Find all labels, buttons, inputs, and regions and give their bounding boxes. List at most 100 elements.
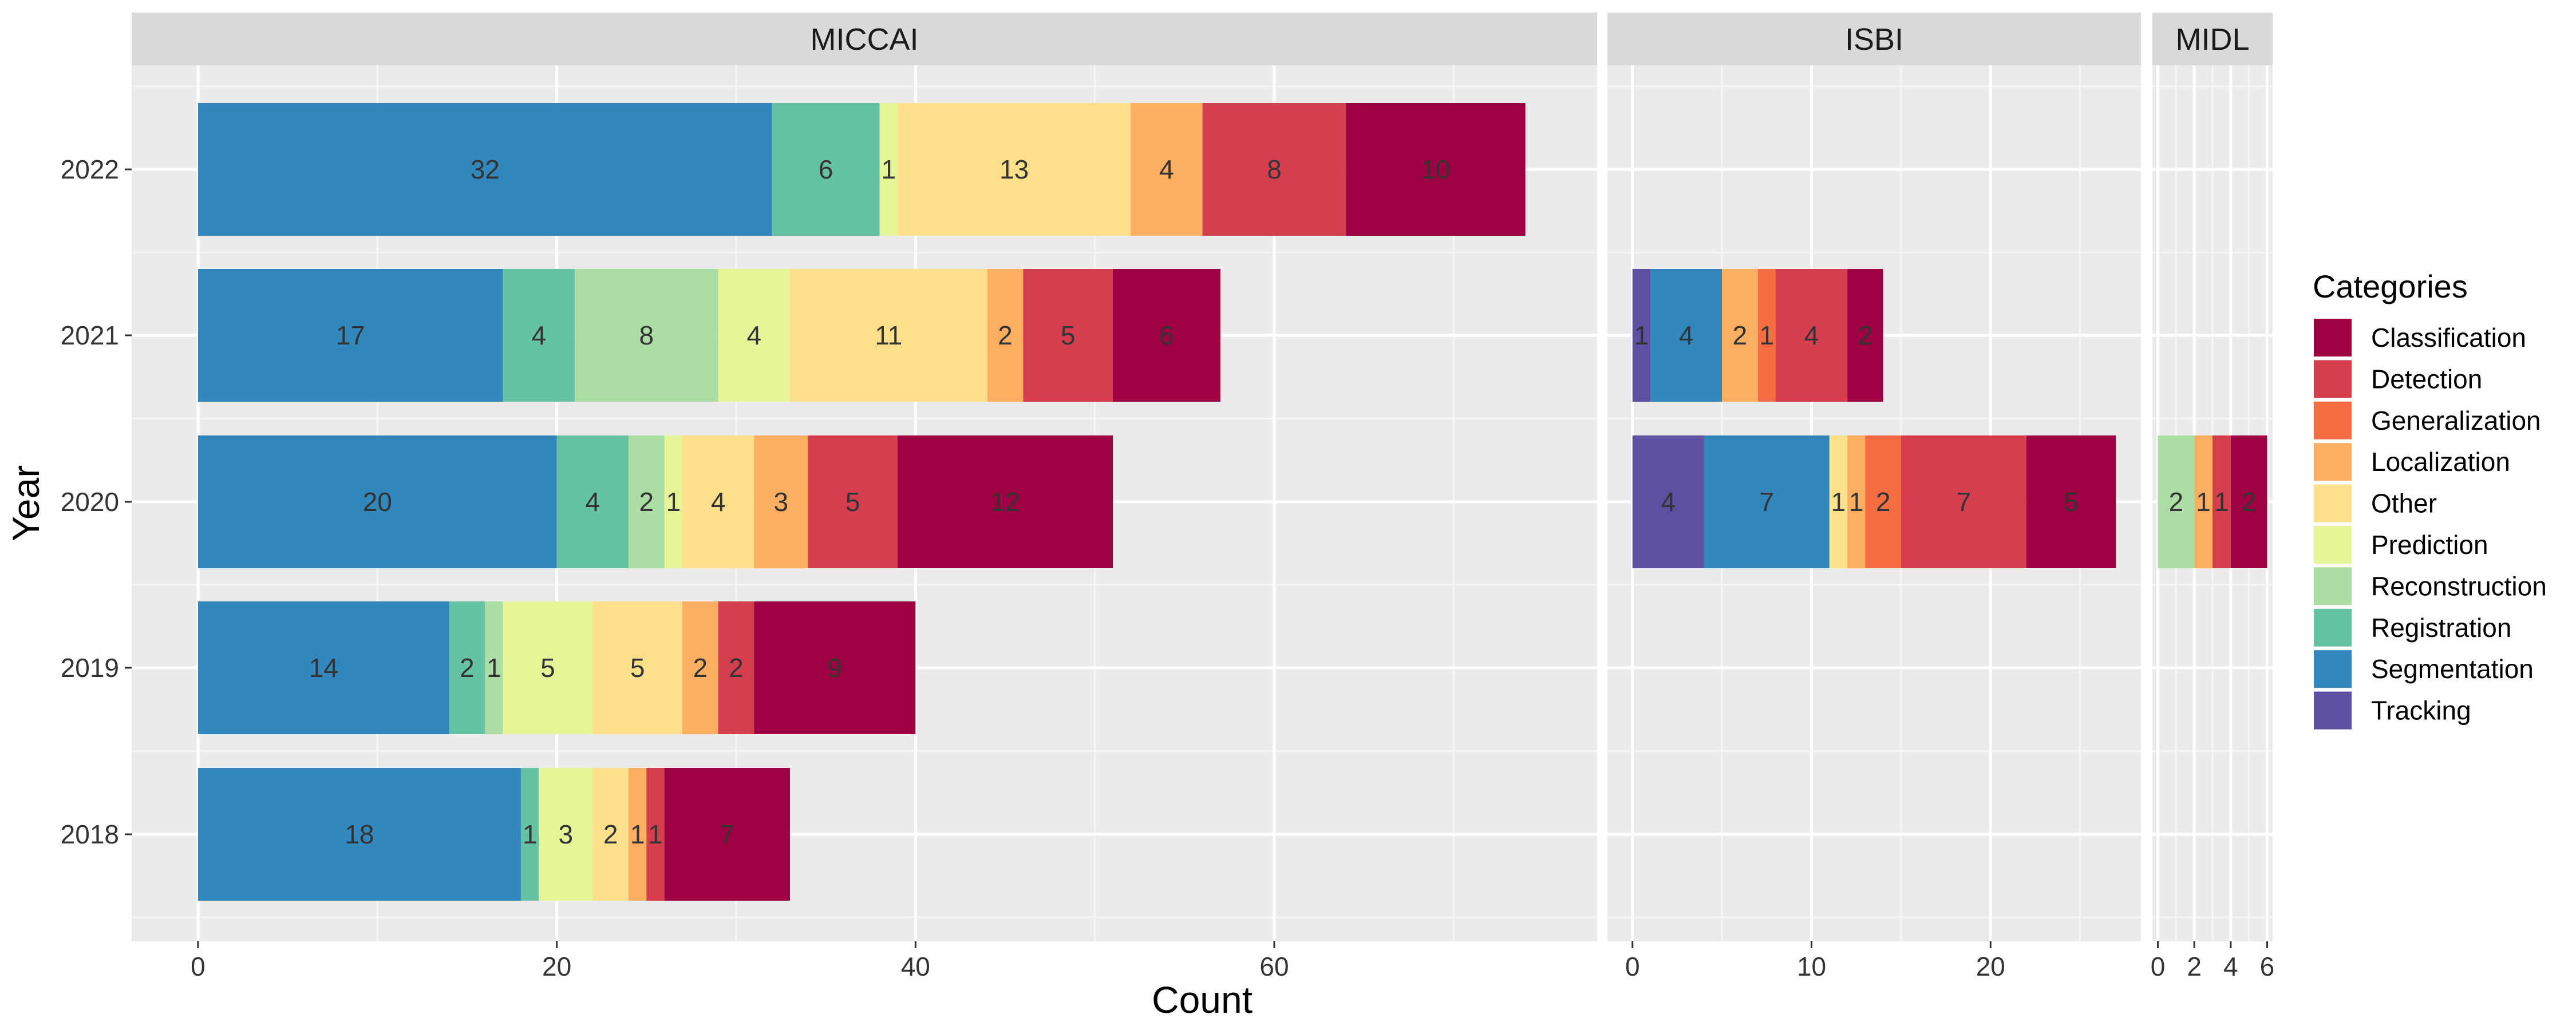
bar-segment-localization [754, 435, 808, 568]
bar-value-label: 14 [309, 653, 338, 683]
legend-label: Reconstruction [2371, 571, 2547, 601]
panel-strip [132, 13, 1597, 65]
bar-value-label: 4 [585, 487, 600, 517]
legend-swatch [2314, 526, 2352, 564]
bar-segment-registration [503, 269, 575, 402]
bar-value-label: 2 [1876, 487, 1891, 517]
y-tick-label: 2020 [61, 487, 119, 517]
bar-segment-other [682, 435, 754, 568]
bar-value-label: 1 [666, 487, 681, 517]
y-axis-title: Year [5, 465, 47, 541]
bar-value-label: 5 [2064, 487, 2079, 517]
legend-swatch [2314, 608, 2352, 647]
legend-label: Tracking [2371, 696, 2471, 726]
bar-value-label: 1 [523, 819, 538, 849]
legend-swatch [2314, 319, 2352, 356]
bar-segment-classification [2230, 435, 2267, 568]
bar-value-label: 4 [746, 320, 761, 350]
bar-segment-registration [449, 601, 485, 734]
bar-segment-prediction [718, 269, 790, 402]
bar-segment-segmentation [1704, 435, 1830, 568]
legend-item-segmentation: Segmentation [2314, 650, 2534, 688]
legend-swatch [2314, 484, 2352, 522]
legend-swatch [2314, 691, 2352, 730]
legend-item-generalization: Generalization [2314, 401, 2541, 439]
legend-item-other: Other [2314, 484, 2437, 522]
bar-value-label: 4 [1159, 154, 1174, 184]
bar-value-label: 3 [558, 819, 573, 849]
bar-segment-prediction [539, 768, 593, 901]
legend-label: Segmentation [2371, 654, 2534, 684]
bar-value-label: 2 [2169, 487, 2184, 517]
bar-value-label: 5 [630, 653, 645, 683]
bar-value-label: 2 [1858, 320, 1873, 350]
legend-item-classification: Classification [2314, 319, 2526, 356]
panel-strip [1607, 13, 2141, 65]
bar-value-label: 5 [1061, 320, 1076, 350]
y-tick-label: 2019 [61, 653, 119, 683]
bar-segment-detection [1023, 269, 1113, 402]
bar-segment-reconstruction [628, 435, 665, 568]
legend-label: Localization [2371, 447, 2510, 477]
x-tick-label: 6 [2260, 952, 2275, 981]
bar-segment-localization [1722, 269, 1758, 402]
bar-segment-registration [520, 768, 539, 901]
bar-value-label: 5 [540, 653, 555, 683]
bar-segment-prediction [503, 601, 593, 734]
bar-value-label: 5 [846, 487, 860, 517]
bar-segment-other [592, 768, 629, 901]
bar-value-label: 7 [1957, 487, 1971, 517]
x-tick-label: 0 [1625, 952, 1640, 981]
bar-segment-localization [628, 768, 647, 901]
bar-value-label: 2 [639, 487, 654, 517]
panel-strip-label: ISBI [1845, 22, 1903, 57]
x-tick-label: 40 [901, 952, 930, 981]
y-tick-label: 2018 [61, 819, 119, 849]
bar-value-label: 4 [1804, 320, 1819, 350]
legend-swatch [2314, 401, 2352, 439]
bar-value-label: 1 [1831, 487, 1846, 517]
bar-segment-generalization [1757, 269, 1776, 402]
panel-strip-label: MICCAI [811, 22, 919, 57]
bar-value-label: 6 [819, 154, 833, 184]
legend-item-localization: Localization [2314, 443, 2510, 481]
bar-segment-other [897, 103, 1131, 236]
bar-segment-detection [2212, 435, 2231, 568]
x-tick-label: 0 [191, 952, 206, 981]
bar-segment-segmentation [197, 269, 503, 402]
bar-value-label: 2 [998, 320, 1013, 350]
bar-segment-detection [646, 768, 665, 901]
bar-value-label: 18 [345, 819, 374, 849]
bar-segment-segmentation [197, 768, 521, 901]
bar-value-label: 13 [999, 154, 1029, 184]
bar-segment-reconstruction [574, 269, 718, 402]
legend-item-prediction: Prediction [2314, 526, 2488, 564]
bar-value-label: 17 [336, 320, 365, 350]
x-axis-title: Count [1152, 978, 1253, 1021]
x-tick-label: 4 [2223, 952, 2238, 981]
bar-value-label: 9 [828, 653, 843, 683]
bar-value-label: 4 [711, 487, 726, 517]
bar-value-label: 11 [875, 320, 902, 350]
bar-value-label: 1 [2214, 487, 2229, 517]
bar-segment-detection [1202, 103, 1346, 236]
legend: Categories Classification Detection Genera… [2313, 268, 2547, 730]
bar-value-label: 1 [1634, 320, 1649, 350]
bar-value-label: 8 [639, 320, 654, 350]
bar-segment-classification [2026, 435, 2116, 568]
bar-value-label: 7 [720, 819, 734, 849]
bar-segment-classification [754, 601, 916, 734]
x-tick-label: 20 [1976, 952, 2005, 981]
legend-label: Detection [2371, 364, 2482, 394]
bar-value-label: 1 [1849, 487, 1864, 517]
bar-segment-localization [2194, 435, 2212, 568]
y-axis: 2018 2019 2020 2021 2022 [61, 154, 132, 849]
bar-segment-registration [772, 103, 880, 236]
bar-segment-localization [1131, 103, 1203, 236]
bar-value-label: 10 [1421, 154, 1450, 184]
bar-segment-other [1829, 435, 1848, 568]
bar-value-label: 1 [648, 819, 663, 849]
